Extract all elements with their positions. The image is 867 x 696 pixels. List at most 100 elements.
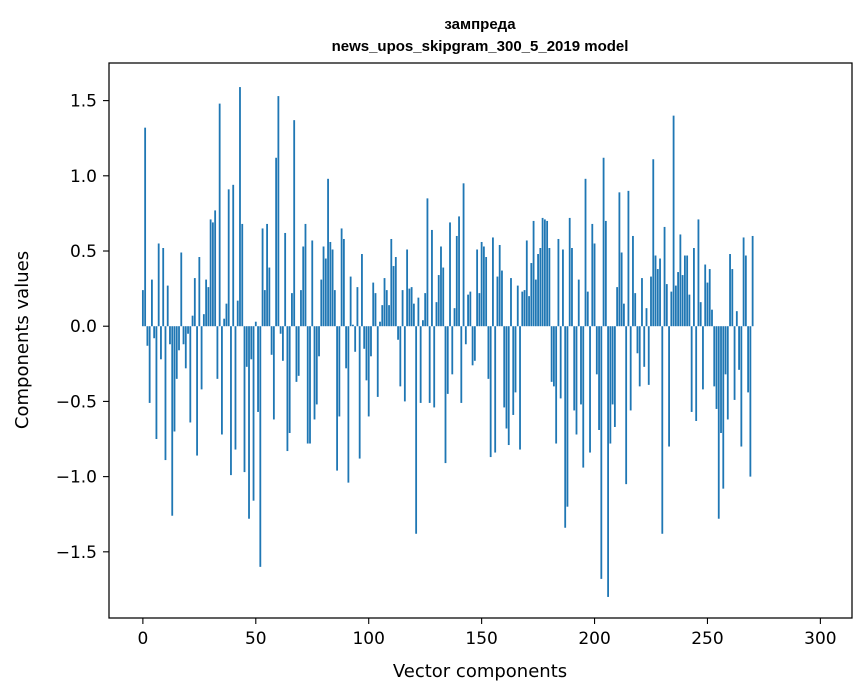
bar-238: [679, 234, 682, 327]
bar-91: [347, 326, 350, 483]
bar-217: [632, 235, 634, 327]
bar-61: [279, 326, 282, 334]
bar-244: [693, 248, 695, 327]
bar-49: [252, 326, 255, 501]
bar-237: [677, 272, 680, 327]
bar-35: [221, 326, 223, 435]
bar-56: [268, 267, 271, 327]
bar-73: [306, 326, 309, 444]
bar-147: [473, 326, 476, 361]
bar-253: [713, 326, 716, 387]
bar-124: [422, 320, 424, 327]
x-tick-label: 0: [137, 629, 148, 649]
bar-156: [494, 326, 497, 453]
bar-230: [661, 326, 664, 534]
bar-92: [349, 276, 352, 327]
bar-184: [557, 238, 560, 327]
bar-76: [313, 326, 316, 420]
bar-116: [403, 326, 406, 402]
bar-162: [507, 326, 510, 446]
x-tick-label: 250: [691, 629, 723, 649]
bar-220: [638, 326, 641, 387]
bar-129: [433, 326, 436, 408]
bar-89: [342, 238, 345, 327]
bar-86: [336, 326, 338, 471]
bar-259: [726, 326, 729, 420]
bar-252: [711, 309, 713, 327]
chart-title: зампреда: [444, 16, 516, 33]
bar-270: [751, 235, 754, 327]
bar-138: [453, 308, 456, 327]
bar-133: [442, 267, 445, 327]
bar-21: [189, 326, 192, 423]
y-tick-label: −0.5: [56, 392, 97, 412]
bar-211: [618, 192, 621, 327]
bar-15: [175, 326, 178, 379]
bar-117: [406, 249, 409, 327]
bar-260: [729, 254, 731, 327]
bar-148: [476, 249, 479, 327]
bar-52: [259, 326, 262, 567]
bar-33: [216, 326, 219, 379]
bar-180: [548, 248, 551, 327]
bar-34: [218, 103, 221, 327]
bar-41: [234, 326, 237, 450]
bar-8: [160, 326, 162, 360]
bar-126: [426, 198, 429, 327]
bar-195: [582, 326, 585, 468]
bar-93: [352, 324, 354, 327]
bar-66: [291, 293, 293, 327]
bar-108: [385, 290, 388, 327]
bar-75: [311, 240, 314, 327]
bar-115: [401, 290, 404, 327]
bar-249: [704, 264, 707, 327]
bar-248: [702, 326, 704, 390]
bar-114: [399, 326, 402, 387]
bar-43: [239, 87, 241, 327]
bar-12: [169, 326, 171, 345]
bar-203: [600, 326, 603, 579]
bar-53: [261, 228, 264, 327]
bar-113: [397, 326, 399, 340]
bar-143: [464, 326, 467, 345]
bar-257: [722, 326, 725, 489]
bar-125: [424, 293, 427, 327]
bar-42: [236, 300, 239, 327]
bar-186: [562, 249, 564, 327]
bar-234: [670, 291, 673, 327]
bar-167: [519, 326, 521, 450]
bar-212: [620, 252, 623, 327]
bar-181: [550, 326, 553, 382]
bar-94: [354, 326, 357, 352]
bar-26: [200, 326, 203, 390]
bar-198: [589, 326, 591, 453]
bar-54: [263, 290, 266, 327]
bar-99: [365, 326, 368, 381]
bar-series: [141, 87, 754, 597]
bar-95: [356, 287, 359, 327]
bar-233: [668, 326, 670, 447]
bar-36: [223, 318, 226, 327]
bar-264: [738, 326, 740, 370]
bar-84: [331, 249, 334, 327]
bar-48: [250, 326, 253, 360]
bar-207: [609, 326, 612, 444]
bar-236: [674, 285, 677, 327]
bar-121: [415, 326, 418, 534]
bar-64: [286, 326, 289, 452]
bar-83: [329, 241, 332, 327]
bar-40: [232, 184, 235, 327]
bar-210: [616, 287, 619, 327]
bar-177: [541, 217, 544, 327]
bar-110: [390, 238, 393, 327]
bar-190: [571, 248, 573, 327]
bar-90: [345, 326, 348, 369]
bar-188: [566, 326, 569, 507]
bar-24: [196, 326, 198, 456]
bar-261: [731, 269, 734, 327]
bar-10: [164, 326, 167, 461]
bar-68: [295, 326, 298, 382]
bar-165: [514, 326, 517, 393]
bar-51: [257, 326, 259, 412]
x-tick-label: 50: [245, 629, 267, 649]
